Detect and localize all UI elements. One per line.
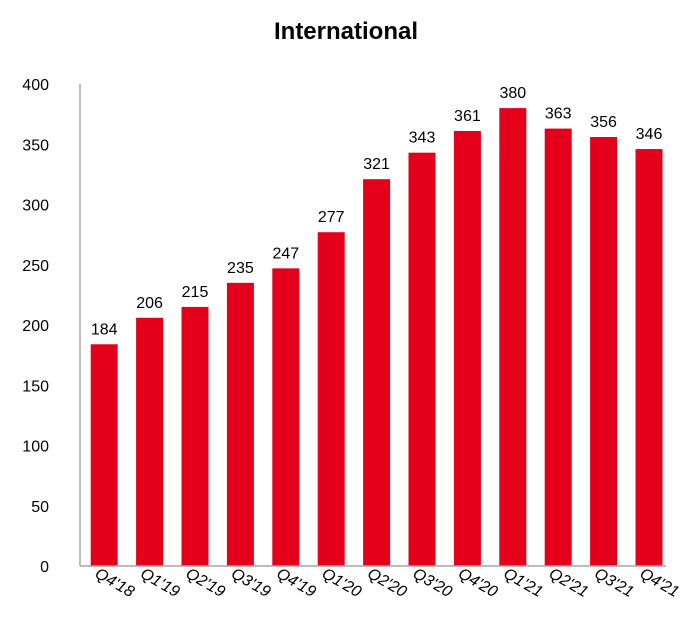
x-tick-label: Q1'20 [319,565,364,601]
x-tick-label: Q4'18 [92,565,137,601]
y-tick-label: 300 [22,198,49,215]
bar [453,130,481,566]
y-tick-label: 250 [22,258,49,275]
data-label: 380 [499,85,526,102]
y-tick-label: 400 [22,77,49,94]
data-label: 184 [91,321,118,338]
bar [317,232,345,566]
bar [226,282,254,566]
data-label: 343 [409,130,436,147]
data-label: 206 [136,295,163,312]
y-tick-label: 0 [40,559,49,576]
bar [90,344,118,566]
y-tick-label: 350 [22,137,49,154]
bar [181,306,209,566]
y-tick-label: 50 [31,499,49,516]
x-tick-label: Q1'19 [137,565,182,601]
data-label: 277 [318,209,345,226]
x-tick-label: Q4'21 [637,565,682,601]
data-label: 356 [590,114,617,131]
x-tick-label: Q4'20 [455,565,500,601]
data-label: 235 [227,260,254,277]
bar-series: 184 206 215 235 247 277 321 343 361 380 363 356 346 [90,85,663,566]
data-label: 361 [454,108,481,125]
bar [590,137,618,566]
y-axis: 0 50 100 150 200 250 300 350 400 [22,77,81,576]
bar [363,179,391,566]
data-label: 247 [272,245,299,262]
x-tick-label: Q1'21 [501,565,546,601]
y-tick-label: 100 [22,439,49,456]
data-label: 215 [182,284,209,301]
y-tick-label: 150 [22,378,49,395]
data-label: 346 [636,126,663,143]
bar [408,152,436,566]
bar [272,268,300,566]
x-tick-label: Q3'19 [228,565,273,601]
bar [499,108,527,566]
bar [544,128,572,566]
x-tick-label: Q2'21 [546,565,591,601]
x-tick-label: Q3'21 [591,565,636,601]
bar [635,149,663,566]
data-label: 321 [363,156,390,173]
y-tick-label: 200 [22,318,49,335]
x-tick-label: Q3'20 [410,565,455,601]
chart-title: International [274,18,418,45]
x-tick-label: Q4'19 [274,565,319,601]
x-tick-label: Q2'20 [364,565,409,601]
x-tick-label: Q2'19 [183,565,228,601]
x-axis: Q4'18 Q1'19 Q2'19 Q3'19 Q4'19 Q1'20 Q2'20 Q3'20… [80,565,682,601]
data-label: 363 [545,106,572,123]
bar [136,317,164,566]
